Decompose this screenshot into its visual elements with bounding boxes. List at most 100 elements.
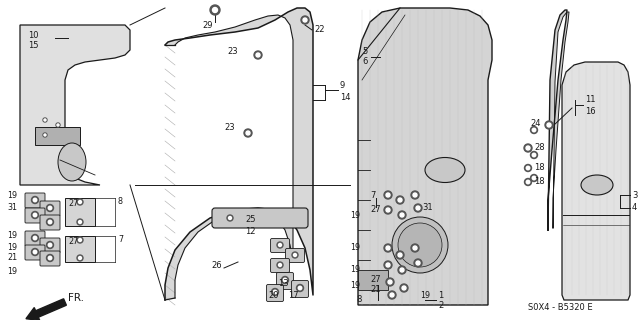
Circle shape [33, 250, 36, 254]
Text: 20: 20 [268, 291, 278, 300]
Circle shape [400, 213, 404, 217]
Polygon shape [548, 10, 569, 230]
Polygon shape [20, 25, 130, 185]
Circle shape [44, 134, 46, 136]
Circle shape [47, 219, 54, 226]
Circle shape [398, 266, 406, 274]
Text: 19: 19 [350, 281, 360, 290]
Circle shape [277, 262, 283, 268]
Circle shape [384, 191, 392, 199]
Circle shape [414, 259, 422, 267]
Text: 27: 27 [68, 237, 78, 246]
Circle shape [416, 261, 420, 265]
Text: FR.: FR. [68, 293, 84, 303]
FancyBboxPatch shape [25, 208, 45, 223]
Circle shape [390, 293, 394, 297]
Circle shape [47, 242, 54, 249]
Circle shape [273, 290, 276, 294]
Text: 8: 8 [356, 295, 362, 305]
Ellipse shape [425, 157, 465, 182]
Polygon shape [562, 62, 630, 300]
Circle shape [398, 198, 402, 202]
Ellipse shape [58, 143, 86, 181]
Circle shape [77, 199, 83, 205]
Circle shape [33, 213, 36, 217]
Circle shape [532, 153, 536, 157]
Circle shape [388, 291, 396, 299]
Text: 12: 12 [245, 228, 255, 236]
FancyBboxPatch shape [285, 249, 305, 262]
Circle shape [400, 284, 408, 292]
Text: 18: 18 [534, 178, 545, 187]
FancyBboxPatch shape [25, 193, 45, 208]
Circle shape [277, 242, 283, 248]
Text: S0X4 - B5320 E: S0X4 - B5320 E [528, 303, 592, 313]
Circle shape [282, 276, 289, 284]
Circle shape [44, 119, 46, 121]
FancyBboxPatch shape [212, 208, 308, 228]
Circle shape [246, 131, 250, 135]
Circle shape [79, 220, 81, 223]
Circle shape [526, 166, 530, 170]
Circle shape [398, 223, 442, 267]
Bar [35, 127, 80, 145]
Text: 19: 19 [7, 244, 17, 252]
FancyBboxPatch shape [40, 251, 60, 266]
Text: 28: 28 [534, 143, 545, 153]
Circle shape [227, 215, 233, 221]
Circle shape [526, 180, 530, 184]
Text: 19: 19 [350, 244, 360, 252]
Circle shape [396, 196, 404, 204]
Circle shape [398, 211, 406, 219]
Circle shape [57, 124, 59, 126]
FancyBboxPatch shape [40, 215, 60, 230]
Circle shape [532, 176, 536, 180]
FancyBboxPatch shape [271, 238, 289, 252]
Text: 22: 22 [314, 26, 324, 35]
Circle shape [228, 217, 232, 220]
Circle shape [301, 16, 309, 24]
Circle shape [33, 198, 36, 202]
Text: 31: 31 [7, 203, 17, 212]
Text: 2: 2 [438, 300, 444, 309]
Text: 19: 19 [7, 190, 17, 199]
Ellipse shape [581, 175, 613, 195]
Circle shape [77, 255, 83, 261]
Circle shape [525, 179, 531, 186]
Circle shape [79, 257, 81, 260]
Text: 19: 19 [420, 291, 430, 300]
Polygon shape [165, 8, 313, 300]
FancyBboxPatch shape [25, 245, 45, 260]
Circle shape [525, 164, 531, 172]
Circle shape [48, 256, 52, 260]
Text: 16: 16 [585, 108, 596, 116]
Text: 3: 3 [632, 190, 637, 199]
Circle shape [298, 286, 301, 290]
Circle shape [386, 193, 390, 197]
Circle shape [48, 220, 52, 224]
Text: 4: 4 [632, 204, 637, 212]
Text: 25: 25 [245, 215, 255, 225]
Text: 26: 26 [211, 260, 222, 269]
Circle shape [31, 196, 38, 204]
Circle shape [392, 217, 448, 273]
FancyBboxPatch shape [271, 259, 289, 273]
Circle shape [413, 193, 417, 197]
Circle shape [411, 244, 419, 252]
Polygon shape [65, 236, 95, 262]
Circle shape [411, 191, 419, 199]
Circle shape [31, 235, 38, 242]
Text: 21: 21 [7, 253, 17, 262]
Circle shape [303, 18, 307, 22]
Text: 27: 27 [68, 199, 78, 209]
Text: 18: 18 [534, 164, 545, 172]
Polygon shape [65, 198, 95, 226]
Circle shape [278, 244, 282, 246]
Circle shape [531, 151, 538, 158]
Circle shape [210, 5, 220, 15]
Circle shape [56, 123, 60, 127]
Text: 11: 11 [585, 95, 595, 105]
Text: 24: 24 [531, 118, 541, 127]
Circle shape [531, 174, 538, 181]
Circle shape [400, 268, 404, 272]
